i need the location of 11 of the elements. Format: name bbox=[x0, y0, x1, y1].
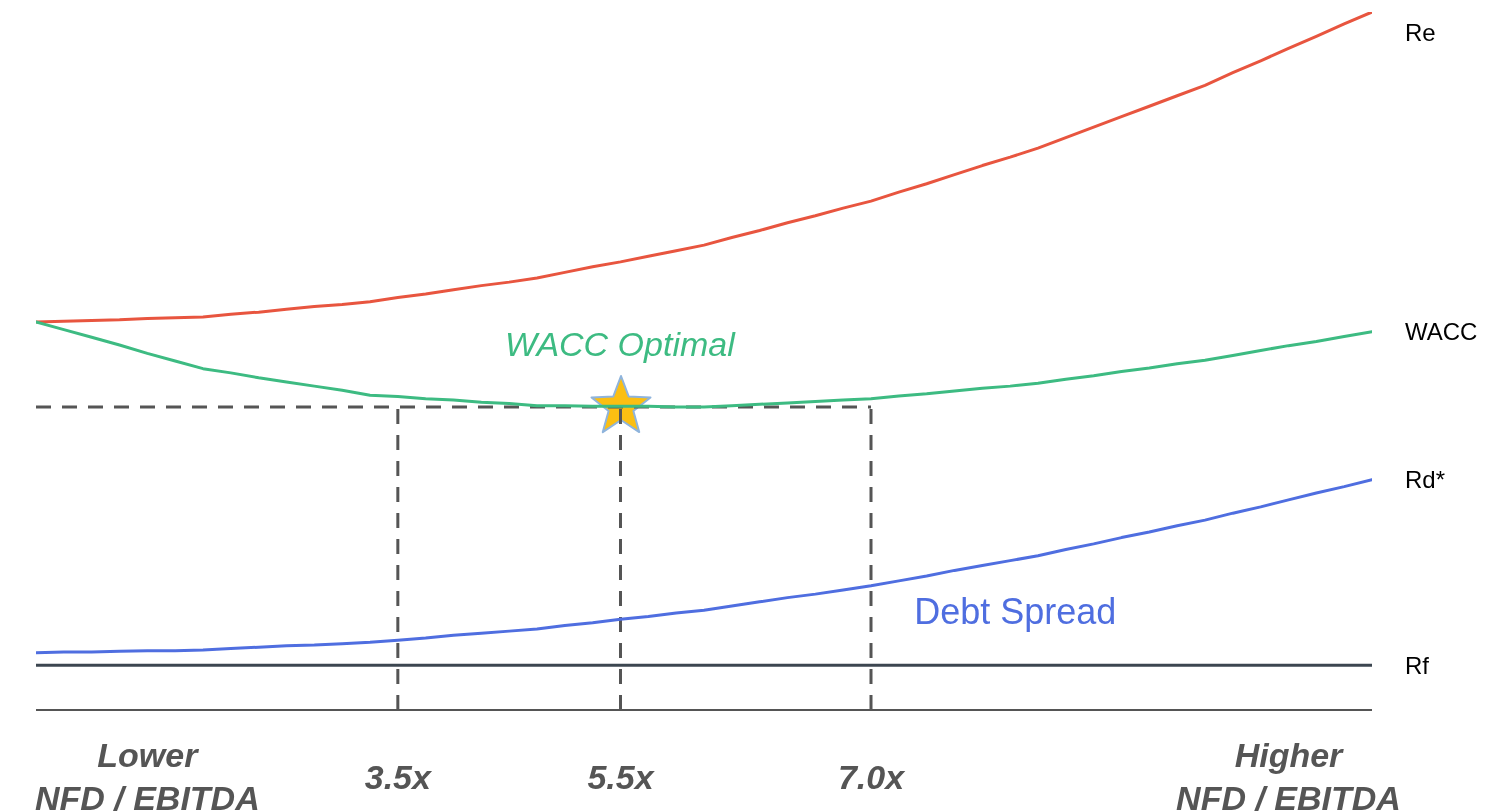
series-label: WACC bbox=[1405, 318, 1478, 346]
x-tick-label: 5.5x bbox=[587, 757, 656, 796]
x-tick-label: Lower NFD / EBITDA bbox=[34, 736, 260, 812]
x-tick-label: 7.0x bbox=[837, 757, 907, 796]
x-tick-label: Higher NFD / EBITDA bbox=[1176, 736, 1401, 812]
annotation: WACC Optimal bbox=[504, 325, 735, 364]
series-label: Rf bbox=[1405, 651, 1430, 679]
series-label: Re bbox=[1405, 19, 1436, 47]
annotation: Debt Spread bbox=[914, 591, 1117, 633]
x-tick-label: 3.5x bbox=[364, 757, 433, 796]
series-label: Rd* bbox=[1405, 466, 1446, 494]
